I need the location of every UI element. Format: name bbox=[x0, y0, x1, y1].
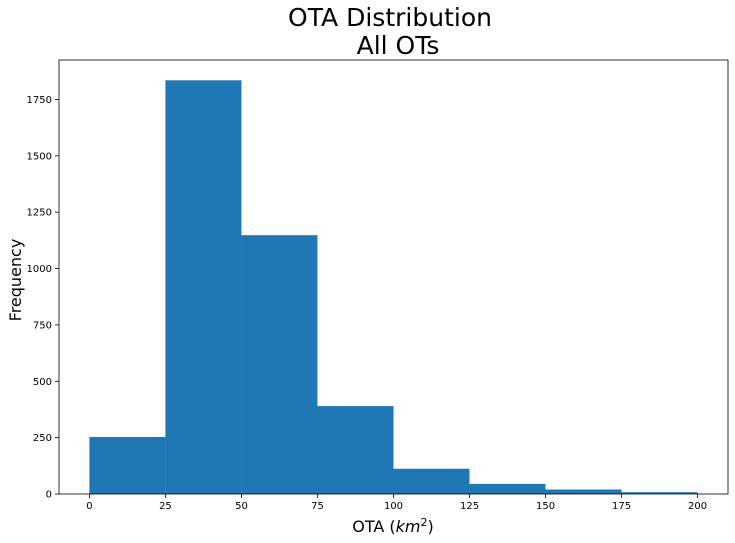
x-tick-label-1: 25 bbox=[159, 501, 172, 512]
y-tick-label-4: 1000 bbox=[27, 264, 52, 275]
y-tick-label-3: 750 bbox=[33, 320, 52, 331]
x-tick-label-0: 0 bbox=[86, 501, 92, 512]
chart-title: OTA Distribution bbox=[288, 3, 492, 32]
x-tick-label-6: 150 bbox=[536, 501, 555, 512]
x-tick-label-5: 125 bbox=[460, 501, 479, 512]
x-tick-label-2: 50 bbox=[235, 501, 248, 512]
x-tick-label-7: 175 bbox=[612, 501, 631, 512]
plot-area: 0 25 50 75 100 125 150 175 200 0 250 500 750 1000 125… bbox=[27, 59, 729, 512]
histogram-bar-1 bbox=[165, 80, 242, 495]
y-tick-label-1: 250 bbox=[33, 433, 52, 444]
y-tick-label-0: 0 bbox=[46, 490, 52, 501]
histogram-bar-2 bbox=[241, 235, 318, 495]
histogram-bar-5 bbox=[469, 483, 546, 494]
y-axis-label: Frequency bbox=[6, 239, 25, 322]
y-tick-label-7: 1750 bbox=[27, 95, 52, 106]
x-axis-label-close: ) bbox=[428, 517, 434, 536]
x-axis-label: OTA (km2) bbox=[352, 516, 434, 536]
histogram-bar-3 bbox=[317, 406, 394, 494]
y-axis-ticks: 0 250 500 750 1000 1250 1500 1750 bbox=[27, 95, 59, 501]
bars-group bbox=[89, 80, 698, 495]
histogram-bar-4 bbox=[393, 468, 470, 494]
histogram-bar-7 bbox=[621, 492, 698, 494]
histogram-bar-6 bbox=[545, 489, 622, 494]
x-axis-ticks: 0 25 50 75 100 125 150 175 200 bbox=[86, 494, 707, 512]
x-axis-label-exponent: 2 bbox=[421, 516, 428, 529]
y-tick-label-6: 1500 bbox=[27, 151, 52, 162]
histogram-bar-0 bbox=[89, 436, 166, 494]
y-tick-label-5: 1250 bbox=[27, 208, 52, 219]
x-tick-label-4: 100 bbox=[384, 501, 403, 512]
x-tick-label-8: 200 bbox=[688, 501, 707, 512]
y-tick-label-2: 500 bbox=[33, 377, 52, 388]
x-axis-label-text: OTA ( bbox=[352, 517, 395, 536]
x-axis-label-unit: km bbox=[396, 517, 421, 536]
x-tick-label-3: 75 bbox=[311, 501, 324, 512]
chart-subtitle: All OTs bbox=[357, 31, 440, 60]
plot-frame bbox=[58, 59, 729, 495]
